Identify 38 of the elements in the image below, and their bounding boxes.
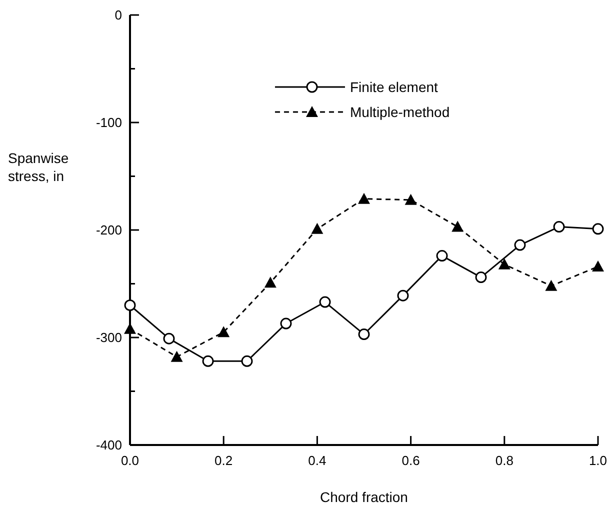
x-tick-label: 0.0: [120, 453, 140, 468]
point: [280, 318, 292, 330]
x-axis-title: Chord fraction: [320, 489, 408, 505]
legend-label: Finite element: [350, 78, 438, 95]
point: [498, 258, 510, 270]
y-axis-title: Spanwise stress, in: [8, 150, 69, 184]
x-tick-label: 0.6: [402, 453, 420, 468]
point: [436, 250, 448, 262]
point: [475, 272, 487, 284]
point: [358, 328, 370, 340]
point: [319, 296, 331, 308]
y-tick-label: -400: [96, 438, 122, 453]
y-tick-label: 0: [114, 8, 122, 23]
point: [514, 239, 526, 251]
x-tick-label: 0.2: [214, 453, 233, 468]
point: [545, 280, 558, 291]
point: [202, 355, 214, 367]
point: [553, 221, 565, 233]
point: [124, 300, 136, 311]
y-tick-label: -200: [96, 222, 122, 238]
point: [397, 290, 409, 302]
point: [163, 332, 175, 344]
point: [358, 192, 370, 204]
point: [311, 222, 324, 234]
y-tick-label: -100: [96, 115, 122, 130]
point: [170, 350, 183, 362]
point: [592, 223, 604, 235]
x-tick-label: 0.4: [308, 453, 326, 468]
y-tick-label: -300: [96, 330, 122, 346]
point: [218, 326, 230, 338]
x-tick-label: 0.8: [495, 453, 514, 468]
point: [592, 260, 604, 272]
x-tick-label: 1.0: [588, 453, 608, 468]
point: [452, 220, 464, 232]
point: [404, 194, 417, 205]
legend-label: Multiple-method: [350, 104, 450, 120]
point: [264, 276, 276, 288]
point: [241, 355, 253, 367]
